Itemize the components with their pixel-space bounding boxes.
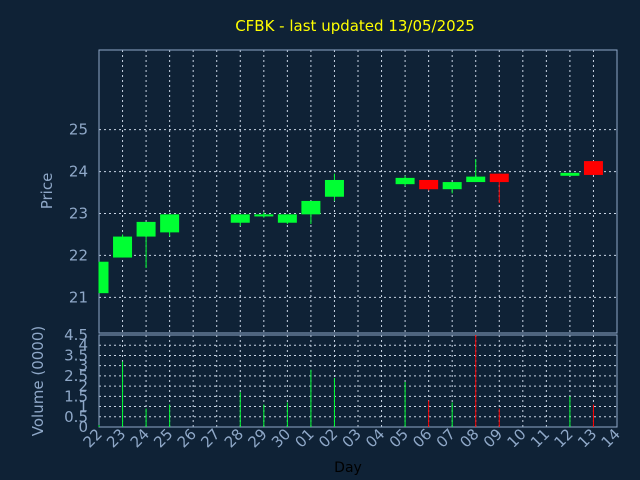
candle-up (277, 214, 297, 223)
candle-up (113, 236, 133, 258)
volume-tick-label: 1.5 (64, 387, 88, 405)
price-tick-label: 23 (69, 205, 88, 223)
candle-up (254, 214, 274, 217)
price-tick-label: 21 (69, 288, 88, 306)
volume-tick-label: 0 (78, 418, 88, 436)
price-tick-label: 24 (69, 163, 88, 181)
candle-down (419, 179, 439, 190)
candle-down (489, 173, 509, 183)
price-tick-label: 25 (69, 121, 88, 139)
candle-up (466, 176, 486, 183)
candle-up (136, 221, 156, 237)
volume-axis-label: Volume (0000) (29, 326, 47, 436)
candle-up (442, 182, 462, 190)
volume-tick-label: 0.5 (64, 408, 88, 426)
candle-up (99, 261, 109, 294)
candle-up (230, 214, 250, 223)
candle-up (395, 177, 415, 185)
candle-up (301, 200, 321, 215)
price-plot-frame (98, 49, 618, 334)
price-panel: 21 22 23 24 25 (69, 49, 618, 334)
chart-title: CFBK - last updated 13/05/2025 (235, 17, 475, 35)
volume-tick-label: 4 (78, 336, 88, 354)
volume-tick-label: 2.5 (64, 367, 88, 385)
volume-tick-label: 2 (78, 377, 88, 395)
candle-up (160, 214, 180, 233)
candle-down (583, 161, 603, 175)
volume-tick-label: 3 (78, 357, 88, 375)
volume-plot-frame (98, 334, 618, 428)
volume-tick-label: 1 (78, 398, 88, 416)
x-axis-label: Day (334, 460, 362, 476)
volume-tick-label: 4.5 (64, 326, 88, 344)
price-axis-label: Price (38, 173, 56, 210)
candle-up (560, 172, 580, 176)
candle-up (324, 179, 344, 197)
volume-tick-label: 3.5 (64, 346, 88, 364)
price-tick-label: 22 (69, 246, 88, 264)
